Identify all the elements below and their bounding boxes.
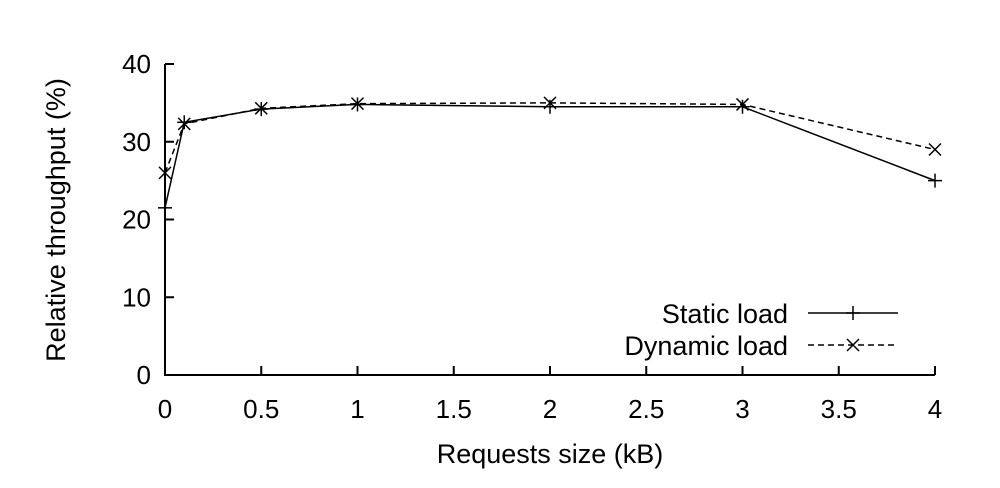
y-tick-label-30: 30: [122, 127, 151, 157]
y-axis-ticks: 0 10 20 30 40: [122, 49, 174, 390]
x-tick-label-4: 4: [928, 394, 942, 424]
data-point-static-1: [177, 115, 192, 130]
x-tick-label-1.5: 1.5: [436, 394, 472, 424]
legend-marker-static: [846, 306, 860, 320]
x-tick-label-0.5: 0.5: [243, 394, 279, 424]
legend-marker-dynamic: [846, 338, 860, 352]
x-axis-title: Requests size (kB): [437, 439, 664, 469]
data-point-dynamic-4: [543, 96, 557, 110]
data-point-dynamic-0: [158, 166, 172, 180]
y-tick-label-10: 10: [122, 282, 151, 312]
x-tick-label-0: 0: [158, 394, 172, 424]
y-axis-title: Relative throughput (%): [41, 78, 71, 362]
data-point-static-0: [158, 200, 172, 215]
y-tick-label-20: 20: [122, 205, 151, 235]
plot-area: [158, 96, 942, 215]
data-point-static-6: [928, 173, 942, 188]
x-axis-ticks: 0 0.5 1 1.5 2 2.5 3 3.5 4: [158, 366, 942, 424]
data-point-dynamic-2: [254, 101, 268, 115]
x-tick-label-2: 2: [543, 394, 557, 424]
x-tick-label-1: 1: [350, 394, 364, 424]
x-tick-label-3.5: 3.5: [821, 394, 857, 424]
data-point-dynamic-5: [735, 97, 750, 111]
data-point-static-5: [735, 99, 750, 114]
legend-label-static: Static load: [662, 299, 788, 329]
data-point-dynamic-6: [928, 142, 942, 157]
legend: Static load Dynamic load: [624, 299, 898, 361]
data-point-dynamic-3: [350, 97, 365, 111]
x-tick-label-2.5: 2.5: [628, 394, 664, 424]
series-line-static: [164, 103, 936, 209]
legend-label-dynamic: Dynamic load: [624, 331, 788, 361]
data-point-dynamic-1: [177, 117, 191, 131]
y-tick-label-40: 40: [122, 49, 151, 79]
y-tick-label-0: 0: [137, 360, 151, 390]
x-tick-label-3: 3: [735, 394, 749, 424]
legend-swatches: [808, 306, 898, 352]
